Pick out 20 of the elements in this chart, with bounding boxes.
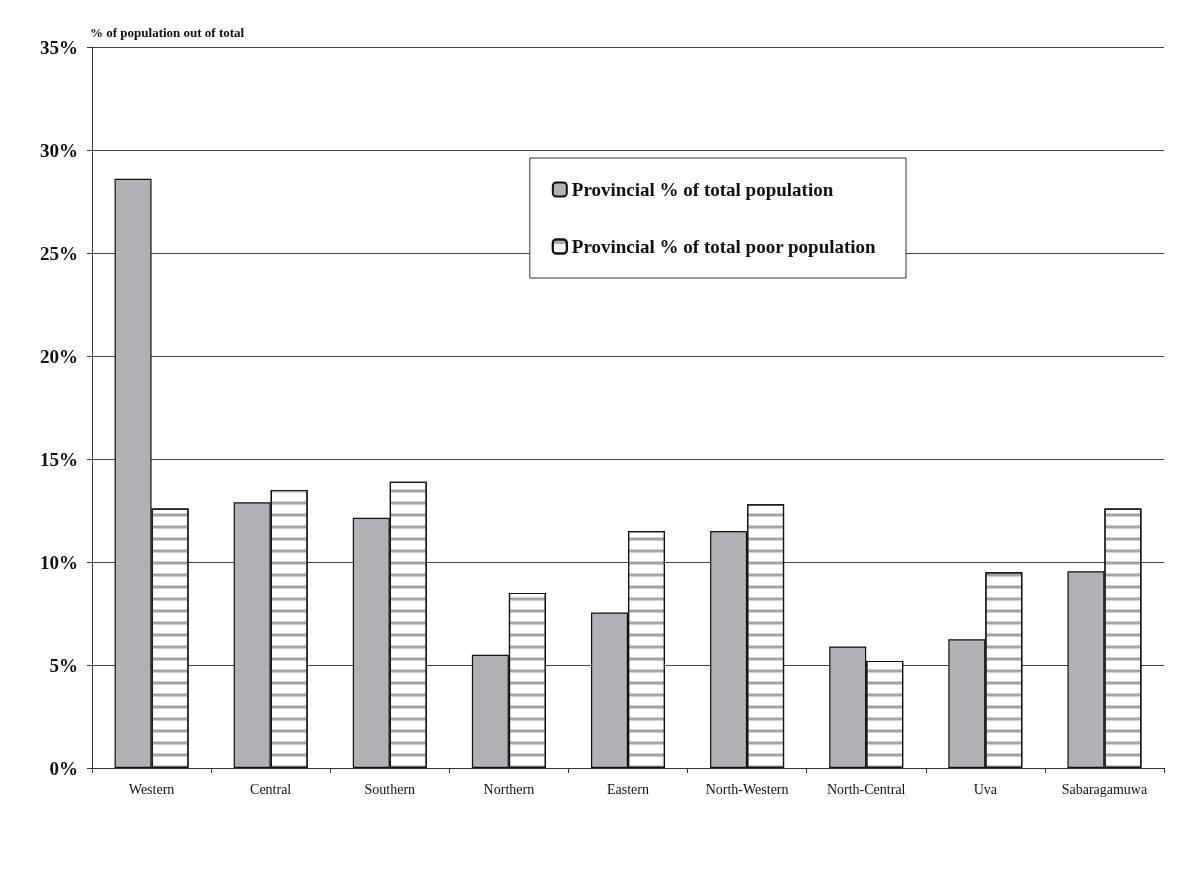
x-tick-label: Sabaragamuwa [1061,781,1148,797]
x-tick-label: North-Western [705,781,789,797]
x-tick-label: Central [250,781,292,797]
y-tick-label: 35% [40,36,78,58]
x-tick-label: Uva [973,781,998,797]
x-tick-label: Eastern [607,781,649,797]
y-tick-label: 25% [40,242,78,264]
y-tick-label: 20% [40,345,78,367]
y-tick-label: 30% [40,139,78,161]
x-tick-label: Southern [364,781,416,797]
legend-label: Provincial % of total population [571,179,834,200]
x-tick-label: Northern [483,781,535,797]
legend-label: Provincial % of total poor population [571,236,877,257]
x-tick-label: Western [128,781,175,797]
y-tick-label: 15% [40,448,78,470]
y-tick-label: 10% [40,551,78,573]
y-tick-label: 5% [49,654,78,676]
y-tick-label: 0% [49,757,78,779]
y-axis-title: % of population out of total [90,25,245,40]
x-tick-label: North-Central [826,781,906,797]
